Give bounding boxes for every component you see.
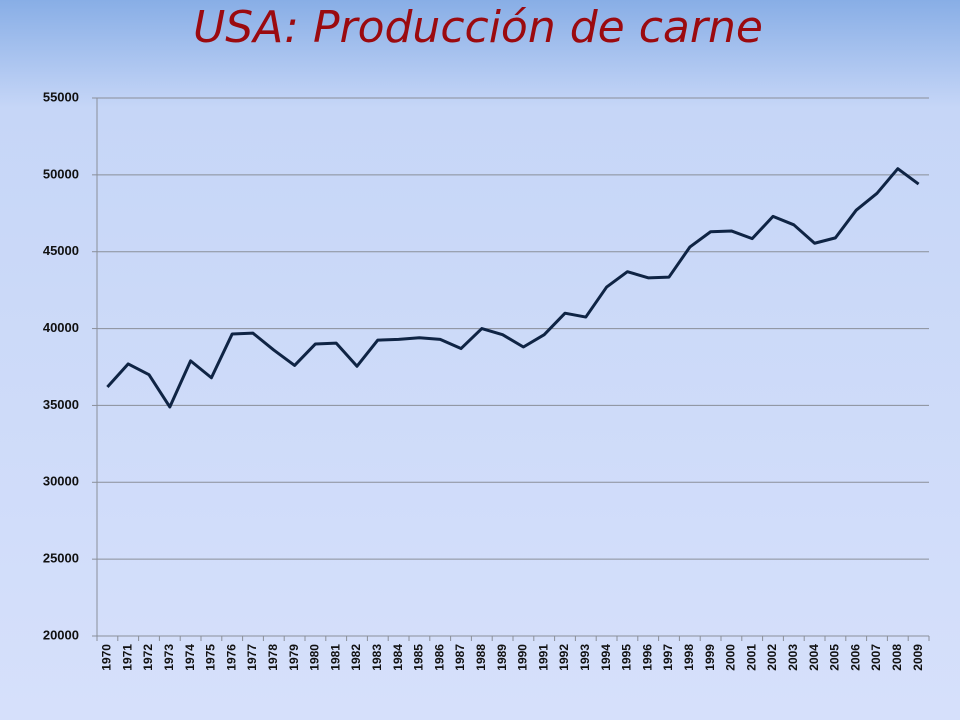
x-tick-label: 1973 (162, 644, 176, 671)
x-tick-label: 1985 (412, 644, 426, 671)
x-tick-label: 1993 (578, 644, 592, 671)
x-tick-label: 1999 (703, 644, 717, 671)
x-tick-label: 2004 (807, 644, 821, 671)
x-tick-label: 1972 (141, 644, 155, 671)
x-tick-label: 2008 (890, 644, 904, 671)
x-tick-label: 1975 (204, 644, 218, 671)
x-tick-label: 1995 (620, 644, 634, 671)
x-tick-label: 2002 (765, 644, 779, 671)
x-tick-label: 1976 (224, 644, 238, 671)
x-tick-label: 1970 (100, 644, 114, 671)
x-tick-label: 1971 (120, 644, 134, 671)
x-tick-label: 2000 (724, 644, 738, 671)
x-tick-label: 1982 (349, 644, 363, 671)
x-tick-label: 1980 (308, 644, 322, 671)
x-tick-label: 2001 (744, 644, 758, 671)
x-tick-label: 1989 (495, 644, 509, 671)
data-line (106, 167, 920, 409)
x-tick-label: 1986 (432, 644, 446, 671)
x-tick-label: 2009 (911, 644, 925, 671)
x-tick-label: 1981 (328, 644, 342, 671)
x-tick-label: 1979 (287, 644, 301, 671)
y-tick-label: 45000 (43, 243, 79, 258)
x-tick-label: 1978 (266, 644, 280, 671)
y-tick-label: 25000 (43, 551, 79, 566)
y-tick-label: 50000 (43, 166, 79, 181)
x-tick-label: 2006 (848, 644, 862, 671)
y-tick-label: 40000 (43, 320, 79, 335)
x-tick-label: 1987 (453, 644, 467, 671)
x-tick-label: 1977 (245, 644, 259, 671)
x-tick-label: 1991 (536, 644, 550, 671)
x-tick-label: 1997 (661, 644, 675, 671)
x-tick-label: 1996 (640, 644, 654, 671)
x-tick-label: 1992 (557, 644, 571, 671)
x-tick-label: 1984 (391, 644, 405, 671)
x-tick-label: 1998 (682, 644, 696, 671)
x-tick-label: 2005 (828, 644, 842, 671)
y-tick-label: 20000 (43, 627, 79, 642)
y-tick-label: 35000 (43, 397, 79, 412)
x-tick-label: 1988 (474, 644, 488, 671)
x-tick-label: 1994 (599, 644, 613, 671)
x-tick-label: 2003 (786, 644, 800, 671)
x-tick-label: 1983 (370, 644, 384, 671)
chart-title: USA: Producción de carne (193, 2, 763, 53)
x-tick-label: 1990 (516, 644, 530, 671)
y-tick-label: 55000 (43, 89, 79, 104)
y-tick-label: 30000 (43, 474, 79, 489)
x-tick-label: 2007 (869, 644, 883, 671)
x-tick-label: 1974 (183, 644, 197, 671)
